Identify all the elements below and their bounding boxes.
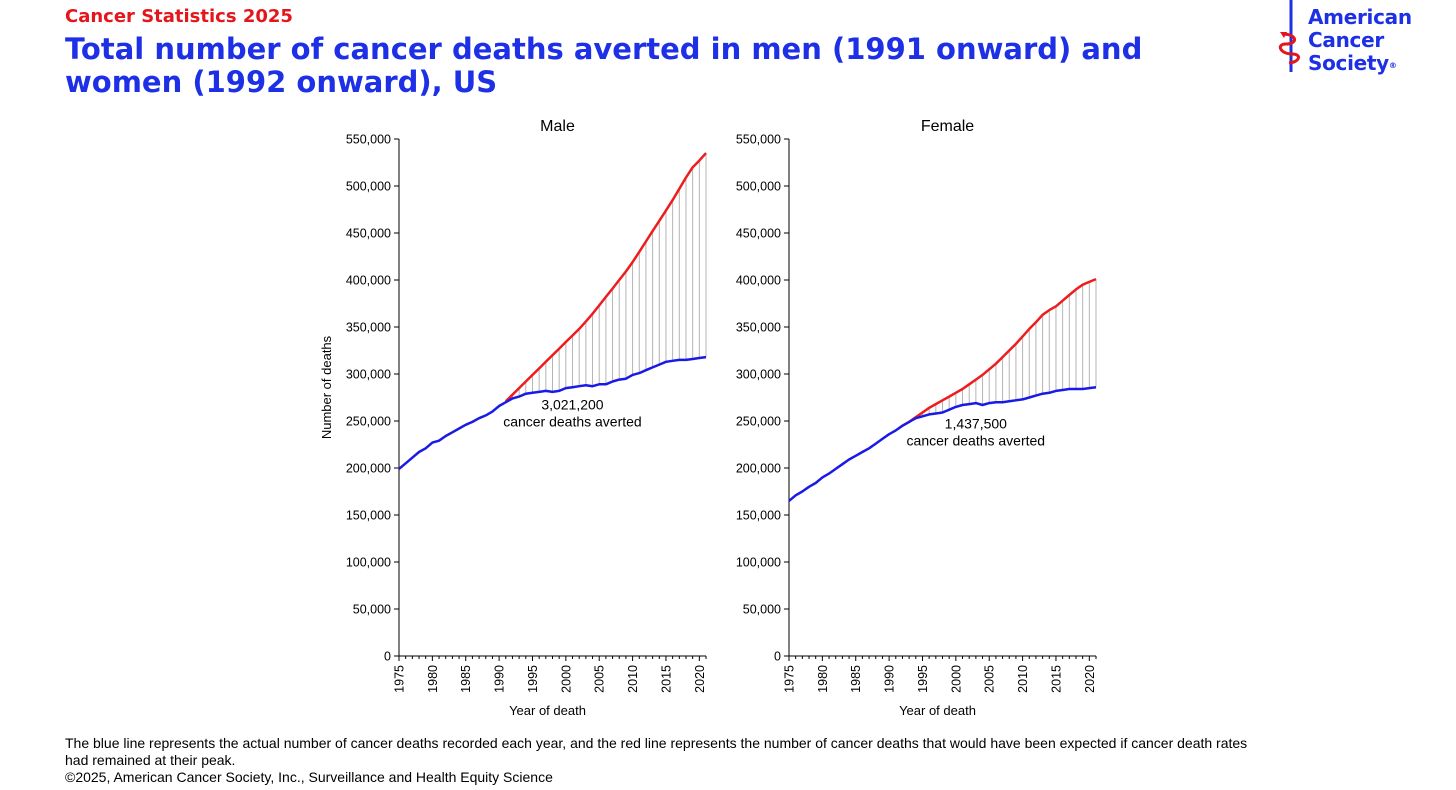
male-x-tick-label: 1995 [526,665,540,693]
male-y-tick-label: 0 [384,650,391,664]
male-x-tick-label: 2000 [559,665,573,693]
male-actual-deaths-line [398,355,707,470]
logo-wordmark: American Cancer Society® [1308,6,1412,77]
male-y-tick-label: 550,000 [346,133,391,147]
female-x-tick-label: 1995 [916,665,930,693]
female-expected-deaths-line [901,277,1097,427]
male-x-tick-label: 1985 [459,665,473,693]
footnote: The blue line represents the actual numb… [65,735,1265,786]
male-y-tick-label: 50,000 [353,603,391,617]
female-y-tick-label: 200,000 [736,462,781,476]
male-panel-title: Male [540,118,575,135]
female-y-tick-label: 350,000 [736,321,781,335]
female-averted-count-label: 1,437,500 [945,416,1007,432]
female-y-tick-label: 250,000 [736,415,781,429]
male-y-tick-label: 100,000 [346,556,391,570]
female-x-tick-label: 2005 [983,665,997,693]
female-x-tick-label: 2000 [949,665,963,693]
male-x-tick-label: 2015 [659,665,673,693]
male-y-tick-label: 500,000 [346,180,391,194]
male-averted-count-label: 3,021,200 [541,397,603,413]
male-averted-caption-label: cancer deaths averted [503,414,642,430]
footnote-explanation: The blue line represents the actual numb… [65,735,1248,768]
logo-line-1: American [1308,5,1412,29]
female-x-tick-label: 2015 [1049,665,1063,693]
sword-caduceus-icon [1278,0,1300,72]
footnote-copyright: ©2025, American Cancer Society, Inc., Su… [65,769,553,785]
male-y-tick-label: 200,000 [346,462,391,476]
logo-line-2: Cancer [1308,28,1384,52]
male-x-tick-label: 1990 [493,665,507,693]
female-x-tick-label: 2010 [1016,665,1030,693]
female-x-tick-label: 1990 [883,665,897,693]
male-y-tick-label: 150,000 [346,509,391,523]
female-y-tick-label: 400,000 [736,274,781,288]
male-x-tick-label: 2010 [626,665,640,693]
deaths-averted-chart: Male 0 50,000 100,000 150,000 200,000 250,000 3… [319,118,1097,718]
male-x-axis-label: Year of death [509,703,586,718]
female-x-tick-label: 2020 [1083,665,1097,693]
male-x-tick-label: 1975 [393,665,407,693]
female-panel-title: Female [921,118,974,135]
logo-line-3: Society [1308,51,1389,75]
female-y-tick-label: 300,000 [736,368,781,382]
male-y-tick-label: 400,000 [346,274,391,288]
female-x-tick-label: 1980 [816,665,830,693]
female-y-tick-label: 550,000 [736,133,781,147]
male-x-tick-label: 1980 [426,665,440,693]
acs-logo: American Cancer Society® [1278,0,1438,80]
female-y-tick-label: 150,000 [736,509,781,523]
male-x-tick-label: 2005 [593,665,607,693]
female-y-tick-label: 100,000 [736,556,781,570]
report-kicker: Cancer Statistics 2025 [65,6,293,27]
female-x-tick-label: 1975 [783,665,797,693]
male-y-tick-label: 450,000 [346,227,391,241]
female-x-axis-label: Year of death [899,703,976,718]
male-y-tick-label: 350,000 [346,321,391,335]
female-y-tick-label: 450,000 [736,227,781,241]
female-y-tick-label: 0 [774,650,781,664]
male-expected-deaths-line [504,152,707,403]
female-x-tick-label: 1985 [849,665,863,693]
registered-mark: ® [1388,61,1397,70]
female-actual-deaths-line [788,385,1097,502]
female-y-tick-label: 500,000 [736,180,781,194]
male-x-tick-label: 2020 [693,665,707,693]
female-y-tick-label: 50,000 [743,603,781,617]
male-y-axis-label: Number of deaths [319,335,334,439]
female-averted-caption-label: cancer deaths averted [907,433,1046,449]
male-y-tick-label: 300,000 [346,368,391,382]
male-y-tick-label: 250,000 [346,415,391,429]
page-title: Total number of cancer deaths averted in… [65,32,1143,99]
